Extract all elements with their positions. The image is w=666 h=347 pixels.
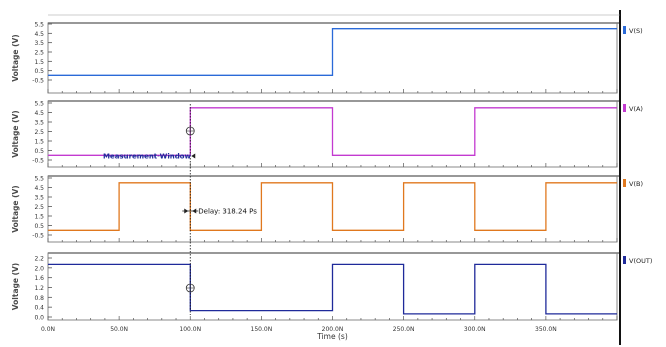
x-tick-label: 300.0N: [464, 326, 486, 333]
y-tick-label: 0.4: [34, 305, 44, 312]
y-tick-label: 0.8: [34, 295, 44, 302]
y-tick-label: 2.0: [34, 265, 44, 272]
legend-swatch: [623, 179, 626, 187]
legend-label: V(B): [629, 180, 643, 188]
y-tick-label: 2.5: [34, 129, 44, 136]
legend-label: V(OUT): [629, 257, 652, 265]
y-tick-label: 2.5: [34, 50, 44, 57]
delay-label: Delay: 318.24 Ps: [198, 208, 257, 216]
y-tick-label: 0.5: [34, 148, 44, 155]
y-tick-label: -0.5: [32, 78, 44, 85]
x-tick-label: 150.0N: [251, 326, 273, 333]
y-tick-label: 3.5: [34, 195, 44, 202]
x-tick-label: 100.0N: [179, 326, 201, 333]
x-tick-label: 0.0N: [41, 326, 55, 333]
legend-label: V(S): [629, 27, 643, 35]
y-tick-label: -0.5: [32, 233, 44, 240]
y-tick-label: 5.5: [34, 101, 44, 108]
y-tick-label: 1.6: [34, 275, 44, 282]
x-tick-label: 350.0N: [535, 326, 557, 333]
y-axis-label: Voltage (V): [11, 110, 20, 158]
y-tick-label: 3.5: [34, 40, 44, 47]
legend-swatch: [623, 104, 626, 112]
y-tick-label: 4.5: [34, 185, 44, 192]
x-tick-label: 50.0N: [110, 326, 128, 333]
y-tick-label: 1.2: [34, 285, 44, 292]
waveform-panel-1: 5.5 4.5 3.5 2.5 1.5 0.5 -0.5 Voltage (V) V(S): [11, 22, 643, 94]
measurement-arrow: [191, 153, 196, 159]
series-line: [48, 182, 617, 231]
y-tick-label: -0.5: [32, 158, 44, 165]
y-tick-label: 1.5: [34, 59, 44, 66]
legend-label: V(A): [629, 105, 643, 113]
legend-swatch: [623, 26, 626, 34]
y-tick-label: 4.5: [34, 31, 44, 38]
y-axis-label: Voltage (V): [11, 34, 20, 82]
y-tick-label: 2.2: [34, 256, 44, 263]
y-axis-label: Voltage (V): [11, 263, 20, 311]
series-line: [48, 28, 617, 76]
series-line: [48, 107, 617, 156]
y-tick-label: 5.5: [34, 176, 44, 183]
y-tick-label: 0.5: [34, 223, 44, 230]
x-tick-label: 200.0N: [322, 326, 344, 333]
measurement-window-label: Measurement Window: [103, 153, 192, 161]
series-line: [48, 263, 617, 315]
y-tick-label: 4.5: [34, 110, 44, 117]
y-tick-label: 5.5: [34, 22, 44, 29]
y-axis-label: Voltage (V): [11, 185, 20, 233]
y-tick-label: 1.5: [34, 139, 44, 146]
waveform-panel-3: 5.5 4.5 3.5 2.5 1.5 0.5 -0.5 Voltage (V) V(B): [11, 175, 643, 243]
x-tick-label: 250.0N: [393, 326, 415, 333]
y-tick-label: 0.0: [34, 315, 44, 322]
y-tick-label: 2.5: [34, 204, 44, 211]
waveform-panel-4: 2.2 2.0 1.6 1.2 0.8 0.4 0.0 Voltage (V) V(OUT) 0.…: [11, 252, 652, 341]
y-tick-label: 3.5: [34, 120, 44, 127]
legend-swatch: [623, 256, 626, 264]
y-tick-label: 1.5: [34, 214, 44, 221]
x-axis-label: Time (s): [316, 332, 348, 341]
y-tick-label: 0.5: [34, 68, 44, 75]
